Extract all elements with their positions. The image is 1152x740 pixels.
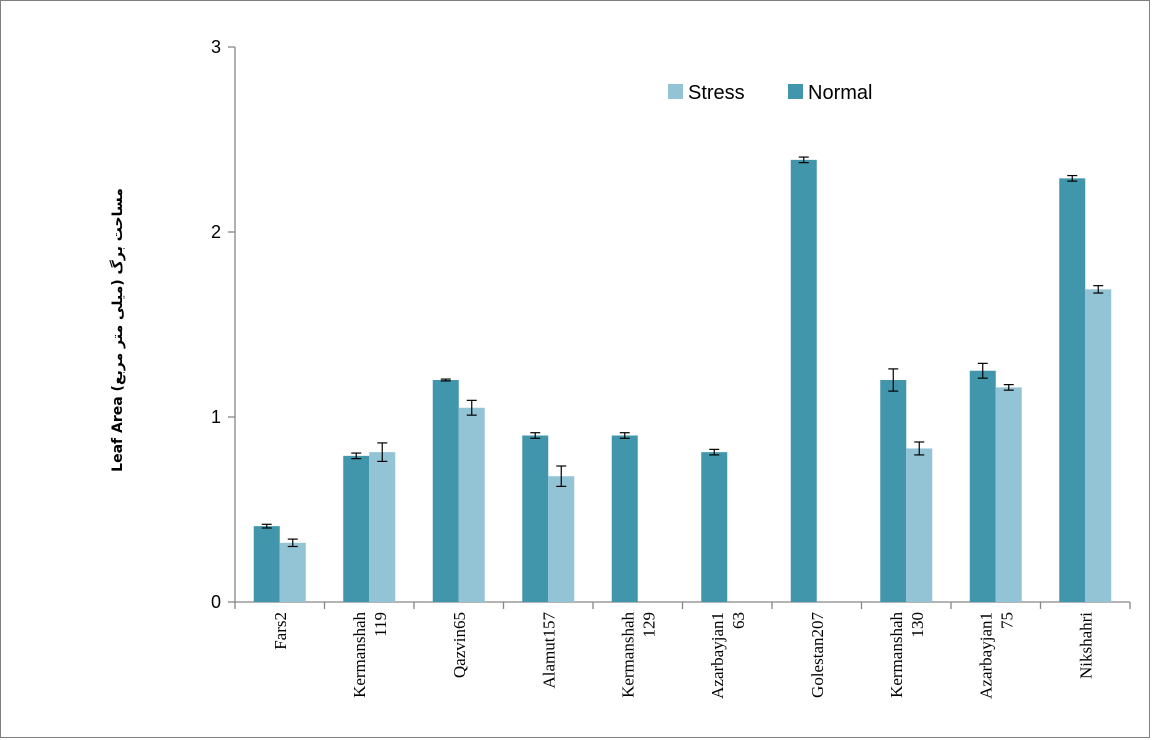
- x-tick-label: Azarbayjan1: [708, 612, 727, 699]
- bar-normal: [253, 526, 280, 602]
- x-tick-label: Fars2: [271, 612, 290, 650]
- bar-normal: [432, 380, 459, 602]
- bar-normal: [611, 435, 638, 602]
- x-tick-label: Qazvin65: [450, 612, 469, 678]
- x-tick-label: Nikshahri: [1076, 612, 1095, 679]
- x-tick-label: Kermanshah: [618, 612, 637, 698]
- x-tick-label: Golestan207: [808, 612, 827, 698]
- y-tick-label: 1: [211, 407, 221, 427]
- y-tick-label: 3: [211, 37, 221, 57]
- legend-swatch-normal: [788, 84, 803, 99]
- bar-stress: [906, 448, 933, 602]
- bar-stress: [995, 387, 1022, 602]
- bar-normal: [790, 159, 817, 602]
- x-tick-label: 119: [371, 612, 390, 637]
- x-tick-label: Azarbayjan1: [976, 612, 995, 699]
- bar-normal: [343, 455, 370, 602]
- bar-normal: [969, 370, 996, 602]
- x-tick-label: 63: [729, 612, 748, 629]
- legend-swatch-stress: [668, 84, 683, 99]
- bar-stress: [458, 407, 485, 602]
- bar-stress: [279, 542, 306, 602]
- y-axis-label: Leaf Area (میلی متر مربع) مساحت برگ: [109, 188, 126, 472]
- bar-stress: [548, 476, 575, 602]
- y-tick-label: 2: [211, 222, 221, 242]
- bar-normal: [880, 380, 907, 602]
- x-tick-label: Alamut157: [539, 612, 558, 689]
- y-tick-label: 0: [211, 592, 221, 612]
- bar-stress: [1085, 289, 1112, 602]
- x-tick-label: 130: [908, 612, 927, 638]
- x-tick-label: 129: [639, 612, 658, 638]
- legend-label-stress: Stress: [688, 82, 745, 104]
- bar-normal: [522, 435, 549, 602]
- bar-normal: [701, 452, 728, 602]
- x-tick-label: Kermanshah: [887, 612, 906, 698]
- x-tick-label: Kermanshah: [350, 612, 369, 698]
- x-tick-label: 75: [997, 612, 1016, 629]
- bar-stress: [369, 452, 396, 602]
- bar-normal: [1059, 178, 1086, 602]
- legend-label-normal: Normal: [808, 82, 872, 104]
